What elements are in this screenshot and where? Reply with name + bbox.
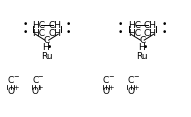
Text: O: O <box>7 87 14 96</box>
Text: C: C <box>7 76 14 85</box>
Text: C: C <box>128 76 134 85</box>
Text: O: O <box>103 87 109 96</box>
Text: •: • <box>66 29 71 37</box>
Text: •: • <box>118 20 123 29</box>
Text: •: • <box>118 29 123 37</box>
Text: CH: CH <box>144 29 157 38</box>
Text: O: O <box>32 87 39 96</box>
Text: •: • <box>161 29 167 37</box>
Text: C: C <box>44 37 50 45</box>
Text: •: • <box>23 20 28 29</box>
Text: CH: CH <box>144 21 157 30</box>
Text: −: − <box>133 74 139 80</box>
Text: C: C <box>32 76 38 85</box>
Text: +: + <box>133 85 139 91</box>
Text: •: • <box>142 43 148 52</box>
Text: •: • <box>23 29 28 37</box>
Text: H: H <box>138 44 145 52</box>
Text: H: H <box>42 44 49 52</box>
Text: •: • <box>47 43 52 52</box>
Text: O: O <box>127 87 134 96</box>
Text: Ru: Ru <box>41 52 53 61</box>
Text: −: − <box>108 74 114 80</box>
Text: HC: HC <box>128 29 141 38</box>
Text: HC: HC <box>32 29 45 38</box>
Text: −: − <box>13 74 18 80</box>
Text: •: • <box>66 20 71 29</box>
Text: −: − <box>38 74 43 80</box>
Text: C: C <box>139 37 145 45</box>
Text: +: + <box>108 85 114 91</box>
Text: CH: CH <box>48 29 61 38</box>
Text: •: • <box>161 20 167 29</box>
Text: C: C <box>103 76 109 85</box>
Text: Ru: Ru <box>137 52 148 61</box>
Text: HC: HC <box>32 21 45 30</box>
Text: CH: CH <box>48 21 61 30</box>
Text: +: + <box>38 85 43 91</box>
Text: HC: HC <box>128 21 141 30</box>
Text: +: + <box>13 85 18 91</box>
